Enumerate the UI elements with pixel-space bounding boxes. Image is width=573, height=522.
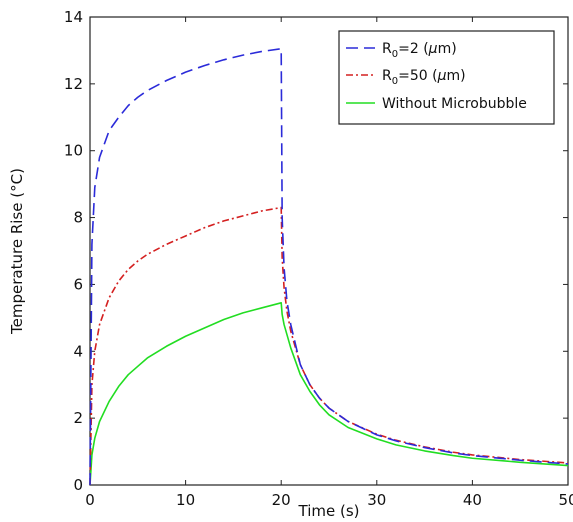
legend: R0=2 (μm) R0=50 (μm) Without Microbubble (338, 30, 555, 125)
y-tick-label: 4 (73, 342, 83, 360)
y-tick-label: 10 (64, 142, 83, 160)
y-tick-label: 6 (73, 275, 83, 293)
series-layer (89, 47, 569, 486)
series-line-2 (89, 302, 569, 486)
plot-frame (89, 16, 569, 486)
y-tick-label: 8 (73, 209, 83, 227)
series-line-0 (89, 47, 569, 486)
legend-label-r0-2: R0=2 (μm) (382, 41, 457, 60)
y-tick-label: 2 (73, 409, 83, 427)
x-tick-label: 0 (85, 491, 95, 509)
x-tick-label: 20 (272, 491, 291, 509)
legend-label-r0-50: R0=50 (μm) (382, 68, 466, 87)
x-tick-label: 50 (558, 491, 573, 509)
y-tick-label: 14 (64, 8, 83, 26)
x-tick-label: 40 (463, 491, 482, 509)
x-axis-label: Time (s) (298, 502, 360, 520)
axis-tick-labels: 0 10 20 30 40 50 0 2 4 6 8 10 12 14 (64, 8, 573, 509)
y-tick-label: 12 (64, 75, 83, 93)
legend-box (338, 30, 555, 125)
series-line-1 (89, 206, 569, 486)
x-tick-label: 10 (176, 491, 195, 509)
legend-label-without-microbubble: Without Microbubble (382, 96, 527, 112)
y-tick-label: 0 (73, 476, 83, 494)
x-tick-label: 30 (367, 491, 386, 509)
y-axis-label: Temperature Rise (°C) (8, 168, 26, 335)
